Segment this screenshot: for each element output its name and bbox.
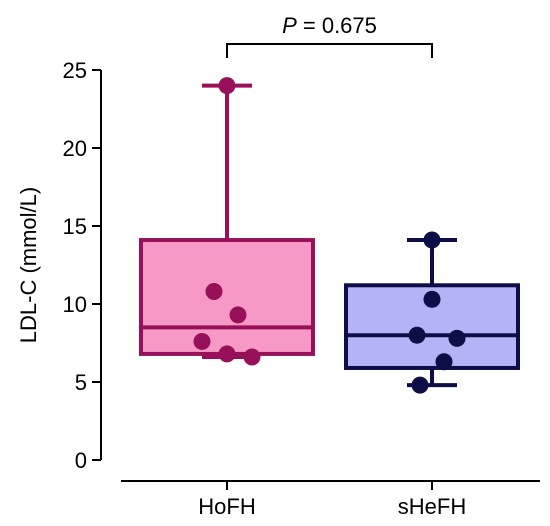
x-category-label: sHeFH <box>398 494 466 519</box>
p-value-label: P = 0.675 <box>282 13 377 38</box>
x-category-label: HoFH <box>198 494 255 519</box>
y-tick-label: 20 <box>63 136 87 161</box>
data-point <box>218 77 236 95</box>
data-point <box>243 348 261 366</box>
box-group-hofh <box>139 77 315 366</box>
box-groups <box>139 77 520 394</box>
data-point <box>423 231 441 249</box>
y-tick-label: 15 <box>63 214 87 239</box>
data-point <box>448 329 466 347</box>
box-group-shefh <box>344 231 520 394</box>
data-point <box>229 306 247 324</box>
significance-annotation: P = 0.675 <box>226 13 433 58</box>
x-category-labels: HoFH sHeFH <box>198 481 466 519</box>
y-tick-label: 5 <box>75 370 87 395</box>
y-tick-label: 10 <box>63 292 87 317</box>
y-tick-label: 0 <box>75 448 87 473</box>
p-value-text: = 0.675 <box>297 13 377 38</box>
significance-bracket <box>226 43 433 58</box>
data-point <box>205 283 223 301</box>
y-axis-title: LDL-C (mmol/L) <box>16 187 41 343</box>
p-symbol: P <box>282 13 297 38</box>
data-point <box>218 345 236 363</box>
y-ticks: 0 5 10 15 20 25 <box>63 58 101 473</box>
y-tick-label: 25 <box>63 58 87 83</box>
data-point <box>408 326 426 344</box>
box-iqr <box>139 238 315 356</box>
data-point <box>411 376 429 394</box>
data-point <box>435 353 453 371</box>
data-point <box>423 290 441 308</box>
data-point <box>193 332 211 350</box>
